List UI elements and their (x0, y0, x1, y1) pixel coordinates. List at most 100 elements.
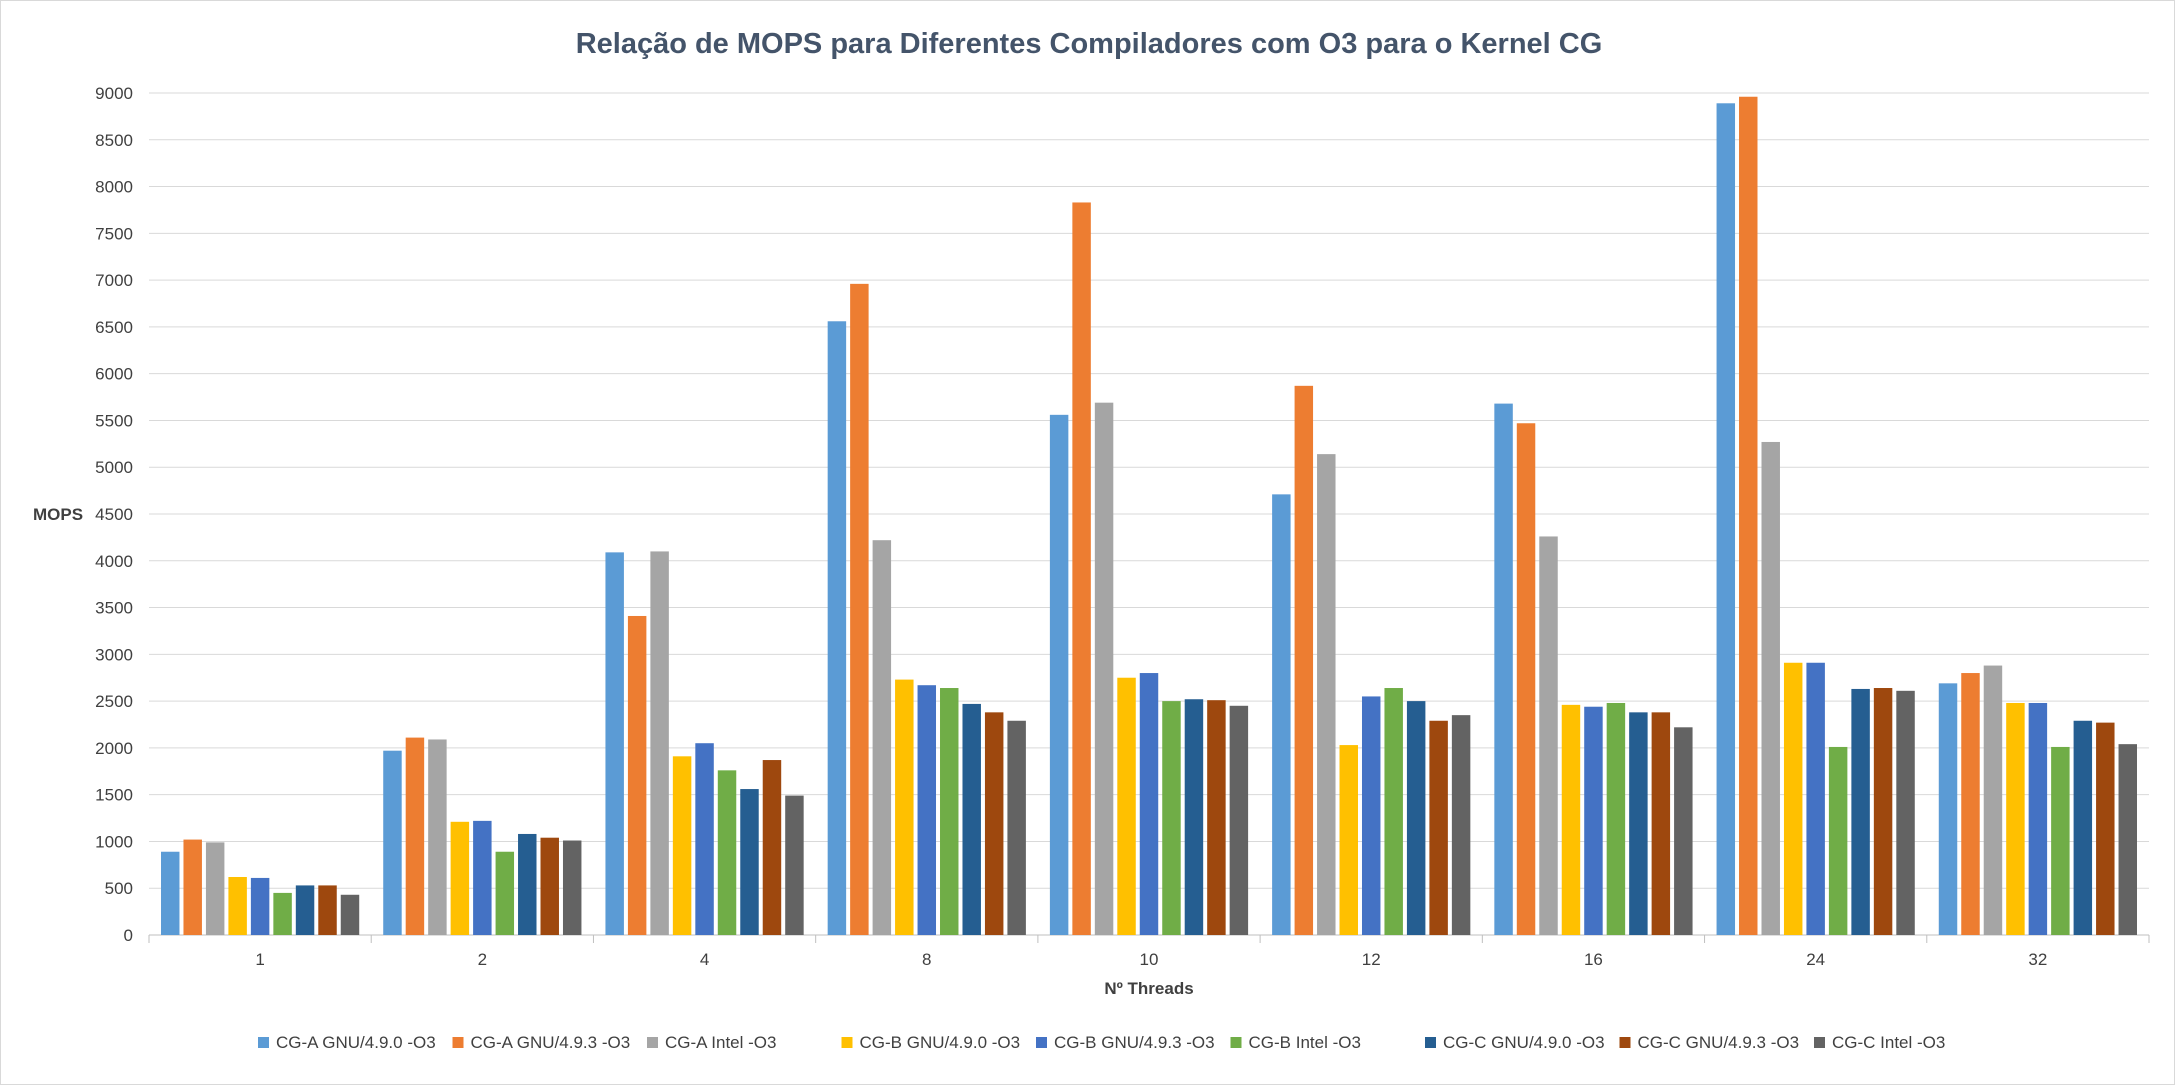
bars (161, 96, 2137, 936)
x-tick-label: 4 (700, 950, 709, 969)
legend-swatch (1619, 1037, 1631, 1048)
y-tick-label: 2500 (95, 692, 133, 711)
bar (1406, 701, 1426, 935)
bar (2051, 746, 2070, 935)
bar (695, 743, 714, 935)
y-tick-label: 4000 (95, 552, 133, 571)
x-tick-label: 10 (1140, 950, 1159, 969)
bar (650, 551, 669, 935)
bar (1162, 701, 1181, 935)
chart-title: Relação de MOPS para Diferentes Compilad… (576, 28, 1603, 60)
bar (161, 851, 180, 935)
legend-swatch (1814, 1037, 1825, 1048)
bar (183, 839, 202, 935)
bar (405, 737, 425, 935)
bar (605, 552, 624, 935)
x-tick-label: 24 (1806, 950, 1825, 969)
bar (962, 703, 981, 935)
y-tick-label: 8000 (95, 178, 133, 197)
legend-label: CG-A GNU/4.9.0 -O3 (276, 1033, 436, 1052)
bar (1629, 712, 1648, 935)
bar (627, 615, 647, 935)
bar (1072, 202, 1091, 935)
bar (318, 885, 337, 935)
bar (672, 756, 692, 935)
bar (1938, 683, 1958, 935)
x-tick-label: 12 (1362, 950, 1381, 969)
bar (1651, 712, 1671, 935)
bar (495, 851, 515, 935)
bar (717, 770, 737, 935)
bar (1739, 96, 1758, 935)
legend-swatch (1425, 1037, 1436, 1048)
bar (1896, 690, 1915, 935)
bar (1851, 688, 1870, 935)
bar (2096, 722, 2115, 935)
legend-label: CG-A GNU/4.9.3 -O3 (471, 1033, 631, 1052)
y-tick-label: 1000 (95, 832, 133, 851)
y-tick-label: 5000 (95, 458, 133, 477)
y-tick-label: 6500 (95, 318, 133, 337)
bar (1584, 706, 1603, 935)
bar (2028, 702, 2048, 935)
y-tick-label: 8500 (95, 131, 133, 150)
bar (1007, 720, 1026, 935)
legend-swatch (841, 1037, 853, 1048)
bar (1806, 662, 1825, 935)
legend-swatch (258, 1037, 269, 1048)
bar (1429, 720, 1448, 935)
bar (295, 885, 315, 935)
bar (1117, 677, 1136, 935)
y-tick-label: 2000 (95, 739, 133, 758)
bar (518, 833, 537, 935)
bar (785, 795, 804, 935)
bar (1184, 699, 1204, 935)
legend-label: CG-C GNU/4.9.3 -O3 (1638, 1033, 1800, 1052)
bar (1207, 700, 1226, 935)
bar (250, 877, 270, 935)
bar (827, 321, 847, 936)
bar (1761, 441, 1780, 935)
y-tick-label: 6000 (95, 365, 133, 384)
y-tick-label: 5500 (95, 411, 133, 430)
bar (917, 685, 937, 935)
y-tick-label: 0 (124, 926, 133, 945)
x-tick-label: 1 (255, 950, 264, 969)
y-tick-label: 3500 (95, 599, 133, 618)
bar (1539, 536, 1558, 935)
bar (1094, 402, 1114, 935)
bar (2118, 744, 2137, 935)
bar (473, 820, 492, 935)
bar (1139, 673, 1159, 935)
y-tick-label: 1500 (95, 786, 133, 805)
bar (984, 712, 1004, 935)
bar (2006, 702, 2025, 935)
bar (1229, 705, 1249, 935)
y-tick-label: 3000 (95, 645, 133, 664)
bar (1384, 688, 1403, 935)
legend-swatch (452, 1037, 464, 1048)
y-tick-label: 9000 (95, 84, 133, 103)
legend-label: CG-B Intel -O3 (1249, 1033, 1361, 1052)
bar (1361, 696, 1381, 935)
bar (562, 840, 582, 935)
bar (740, 789, 759, 935)
axes: 0 500 1000 1500 2000 2500 3000 3500 4000 4500 5000… (95, 84, 2150, 969)
bar (762, 760, 782, 935)
x-axis-title: Nº Threads (1104, 979, 1193, 998)
x-tick-label: 32 (2028, 950, 2047, 969)
y-tick-label: 7500 (95, 224, 133, 243)
legend-swatch (1036, 1037, 1047, 1048)
bar (1317, 454, 1336, 935)
legend-label: CG-C GNU/4.9.0 -O3 (1443, 1033, 1605, 1052)
legend-label: CG-C Intel -O3 (1832, 1033, 1945, 1052)
bar (1828, 746, 1848, 935)
bar (895, 679, 914, 935)
bar (1716, 103, 1736, 935)
y-axis-title: MOPS (33, 505, 83, 524)
bar (1049, 414, 1069, 935)
x-tick-label: 16 (1584, 950, 1603, 969)
bar (1674, 727, 1693, 935)
